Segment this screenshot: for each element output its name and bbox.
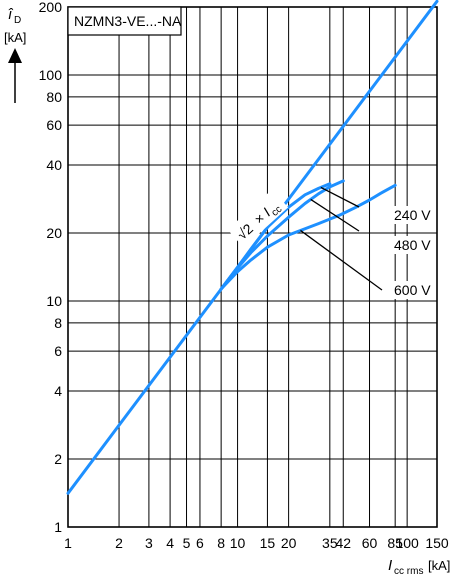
- y-tick-label: 80: [46, 89, 62, 105]
- y-tick-label: 8: [54, 315, 62, 331]
- series-label: 600 V: [394, 282, 431, 298]
- x-tick-label: 150: [425, 535, 449, 551]
- y-axis-sub: D: [14, 15, 21, 26]
- x-axis-symbol: I: [388, 557, 392, 574]
- y-tick-label: 20: [46, 225, 62, 241]
- annotation-background: [227, 189, 289, 248]
- y-tick-label: 1: [54, 519, 62, 535]
- x-tick-label: 2: [115, 535, 123, 551]
- y-tick-label: 200: [39, 0, 63, 15]
- x-tick-label: 85: [387, 535, 403, 551]
- x-tick-label: 20: [281, 535, 297, 551]
- x-tick-label: 100: [395, 535, 419, 551]
- x-tick-label: 15: [260, 535, 276, 551]
- y-tick-labels: 1 2 4 6 8 10 20 40 60 80 100 200: [39, 0, 63, 535]
- x-tick-label: 60: [362, 535, 378, 551]
- x-tick-label: 1: [64, 535, 72, 551]
- x-tick-label: 42: [335, 535, 351, 551]
- y-tick-label: 60: [46, 117, 62, 133]
- y-tick-label: 100: [39, 67, 63, 83]
- y-tick-label: 40: [46, 157, 62, 173]
- plot-frame: [67, 6, 438, 528]
- x-tick-label: 4: [166, 535, 174, 551]
- series-label: 480 V: [394, 237, 431, 253]
- annotation-sqrt2-icc: √2 × I cc: [227, 189, 289, 248]
- title-box: [67, 6, 182, 36]
- y-axis-symbol: î: [8, 6, 14, 23]
- series-layer: [66, 0, 439, 495]
- leader-line: [320, 186, 360, 208]
- y-tick-label: 6: [54, 343, 62, 359]
- x-tick-label: 3: [145, 535, 153, 551]
- x-axis-sub: cc rms: [394, 566, 423, 577]
- y-axis-unit: [kA]: [4, 30, 26, 45]
- x-axis-label: I cc rms [kA]: [388, 557, 450, 577]
- y-tick-label: 4: [54, 383, 62, 399]
- x-tick-label: 6: [196, 535, 204, 551]
- series-label-background: [391, 206, 433, 224]
- y-tick-label: 2: [54, 451, 62, 467]
- leader-lines: [300, 186, 383, 291]
- x-tick-label: 10: [230, 535, 246, 551]
- series-label: 240 V: [394, 207, 431, 223]
- series-line: [219, 179, 345, 291]
- leader-line: [300, 229, 383, 291]
- series-line: [219, 183, 397, 291]
- y-axis-arrow-head: [8, 48, 22, 63]
- x-tick-label: 8: [217, 535, 225, 551]
- y-axis-label: î D [kA]: [4, 6, 26, 103]
- series-label-background: [391, 236, 433, 254]
- chart-title: NZMN3-VE...-NA: [74, 13, 182, 29]
- grid: [68, 7, 437, 527]
- x-axis-unit: [kA]: [428, 558, 450, 573]
- series-labels: 240 V 480 V 600 V: [391, 206, 433, 299]
- y-tick-label: 10: [46, 293, 62, 309]
- series-label-background: [391, 281, 433, 299]
- x-tick-label: 5: [183, 535, 191, 551]
- leader-line: [310, 198, 360, 232]
- x-tick-label: 35: [322, 535, 338, 551]
